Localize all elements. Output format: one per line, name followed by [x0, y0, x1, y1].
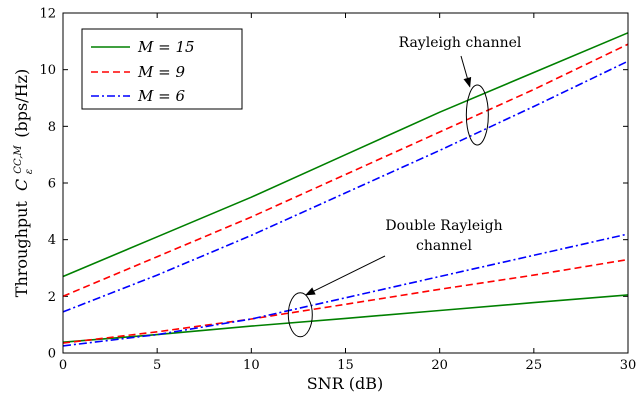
- x-tick-label-15: 15: [337, 358, 354, 373]
- x-tick-label-25: 25: [526, 358, 543, 373]
- y-tick-label-2: 2: [48, 290, 56, 305]
- x-tick-label-5: 5: [153, 358, 161, 373]
- series-line-rayleigh-9: [63, 43, 628, 298]
- legend-entry-m15: M = 15: [91, 38, 195, 56]
- legend-entry-m9: M = 9: [91, 63, 185, 81]
- annotation-rayleigh-arrow: [460, 55, 472, 88]
- x-tick-label-0: 0: [59, 358, 67, 373]
- series-line-double-rayleigh-15: [63, 294, 628, 343]
- x-axis-label: SNR (dB): [307, 374, 384, 393]
- annotation-double-rayleigh-text-line2: channel: [416, 238, 473, 254]
- y-tick-label-12: 12: [39, 7, 56, 22]
- y-axis-label: Throughput C CC,M ε (bps/Hz): [6, 69, 36, 297]
- series-line-rayleigh-15: [63, 32, 628, 278]
- y-tick-label-4: 4: [48, 233, 56, 248]
- annotation-double-rayleigh: Double Rayleigh channel: [287, 218, 503, 338]
- legend-label-m15: M = 15: [137, 38, 195, 56]
- x-tick-label-30: 30: [620, 358, 637, 373]
- series-line-double-rayleigh-9: [63, 258, 628, 344]
- legend-label-m9: M = 9: [137, 63, 185, 81]
- x-tick-label-10: 10: [243, 358, 260, 373]
- annotation-rayleigh-ellipse: [465, 84, 489, 146]
- y-tick-label-0: 0: [48, 347, 56, 362]
- y-tick-labels: 0 2 4 6 8 10 12: [39, 7, 56, 362]
- y-tick-label-6: 6: [48, 177, 56, 192]
- series-line-rayleigh-6: [63, 60, 628, 313]
- annotation-double-rayleigh-text-line1: Double Rayleigh: [385, 218, 502, 234]
- x-tick-labels: 0 5 10 15 20 25 30: [59, 358, 636, 373]
- annotation-rayleigh: Rayleigh channel: [399, 35, 522, 146]
- x-tick-label-20: 20: [431, 358, 448, 373]
- annotation-double-rayleigh-ellipse: [287, 292, 313, 338]
- y-tick-label-8: 8: [48, 120, 56, 135]
- legend: M = 15 M = 9 M = 6: [81, 28, 243, 110]
- y-tick-label-10: 10: [39, 63, 56, 78]
- legend-label-m6: M = 6: [137, 87, 185, 105]
- plot-frame: [62, 12, 629, 354]
- legend-entry-m6: M = 6: [91, 87, 185, 105]
- annotation-double-rayleigh-arrow: [305, 255, 386, 296]
- annotation-rayleigh-text: Rayleigh channel: [399, 35, 522, 51]
- series-lines: [63, 32, 628, 347]
